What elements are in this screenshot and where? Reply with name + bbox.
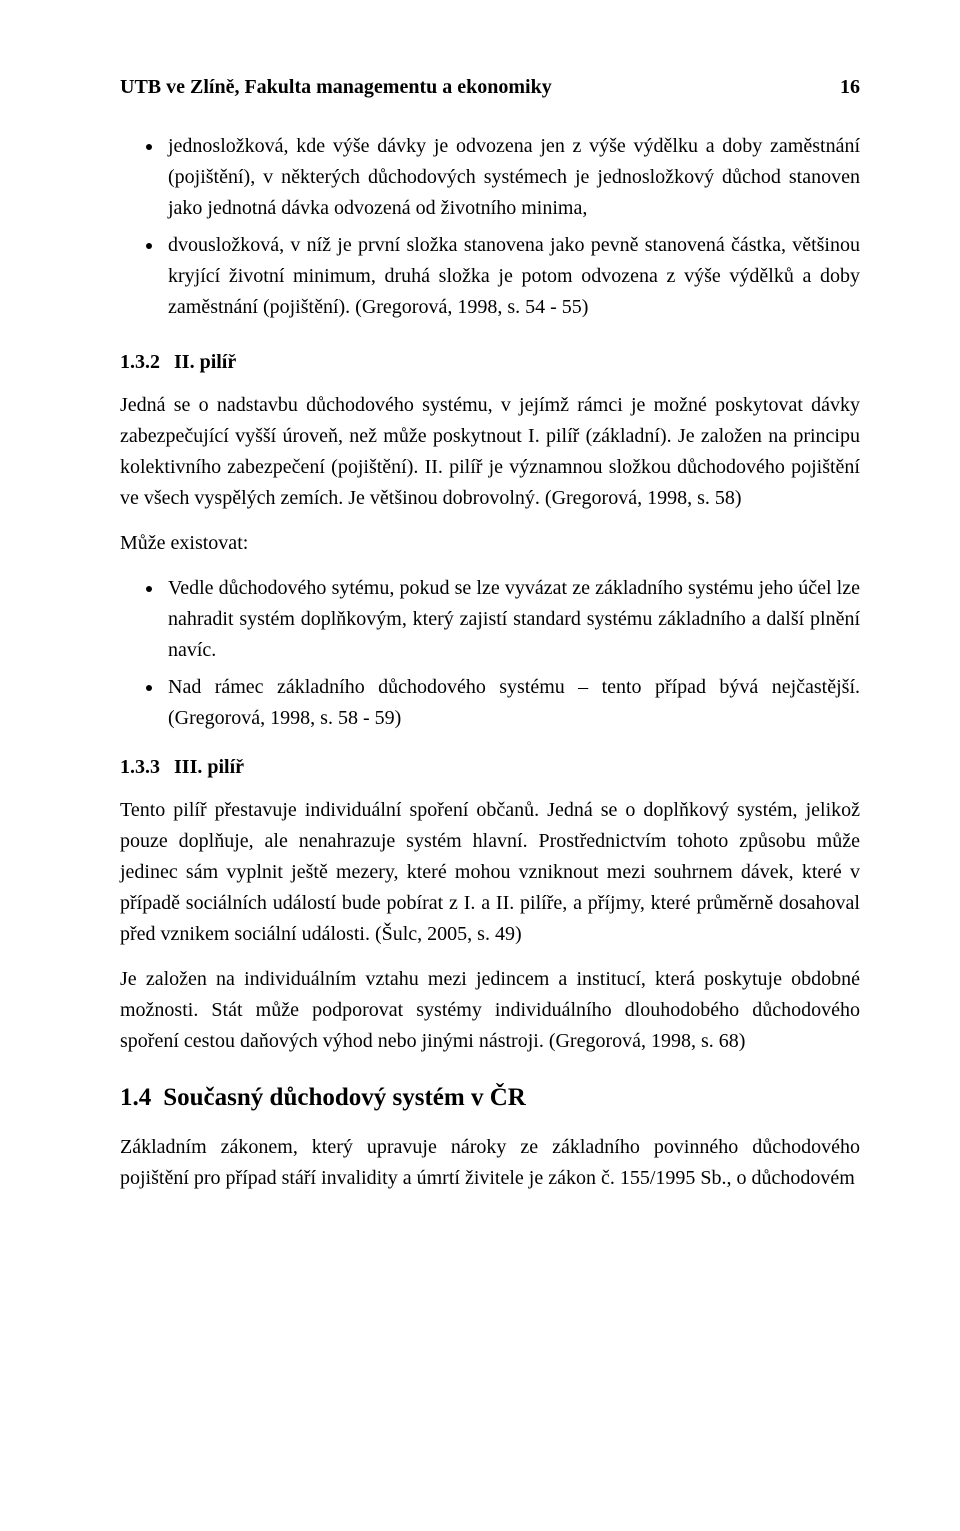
s132-bullet-list: Vedle důchodového sytému, pokud se lze v… (120, 573, 860, 734)
paragraph: Jedná se o nadstavbu důchodového systému… (120, 390, 860, 514)
heading-title: Současný důchodový systém v ČR (163, 1079, 526, 1118)
heading-1-4: 1.4 Současný důchodový systém v ČR (120, 1079, 860, 1118)
top-bullet-list: jednosložková, kde výše dávky je odvozen… (120, 131, 860, 323)
header-institution: UTB ve Zlíně, Fakulta managementu a ekon… (120, 72, 552, 103)
heading-number: 1.4 (120, 1079, 151, 1118)
list-item: Nad rámec základního důchodového systému… (164, 672, 860, 734)
heading-number: 1.3.3 (120, 752, 160, 783)
paragraph: Je založen na individuálním vztahu mezi … (120, 964, 860, 1057)
list-intro: Může existovat: (120, 528, 860, 559)
heading-1-3-3: 1.3.3 III. pilíř (120, 752, 860, 783)
heading-number: 1.3.2 (120, 347, 160, 378)
heading-1-3-2: 1.3.2 II. pilíř (120, 347, 860, 378)
paragraph: Základním zákonem, který upravuje nároky… (120, 1132, 860, 1194)
heading-title: II. pilíř (174, 347, 236, 378)
list-item: Vedle důchodového sytému, pokud se lze v… (164, 573, 860, 666)
heading-title: III. pilíř (174, 752, 244, 783)
paragraph: Tento pilíř přestavuje individuální spoř… (120, 795, 860, 950)
list-item: jednosložková, kde výše dávky je odvozen… (164, 131, 860, 224)
list-item: dvousložková, v níž je první složka stan… (164, 230, 860, 323)
page-header: UTB ve Zlíně, Fakulta managementu a ekon… (120, 72, 860, 103)
page-number: 16 (840, 72, 860, 103)
